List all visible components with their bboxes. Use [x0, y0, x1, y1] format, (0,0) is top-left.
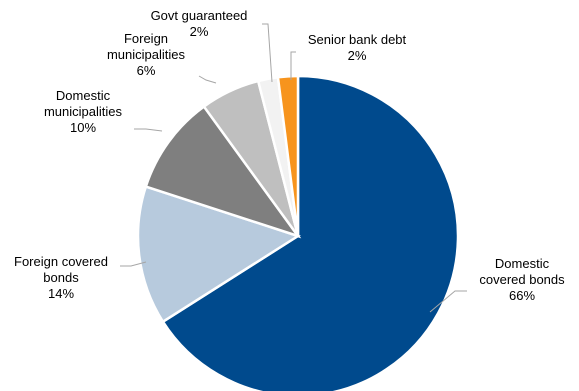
slice-label-line: Domestic	[56, 88, 111, 103]
slice-label-domestic-municipalities: Domestic municipalities 10%	[44, 88, 123, 135]
slice-percent: 6%	[137, 63, 156, 78]
pie-slice-senior-bank-debt	[276, 74, 300, 237]
pie-slice-domestic-covered-bonds	[161, 74, 460, 391]
pie-slices	[136, 74, 460, 391]
slice-label-line: Senior bank debt	[308, 32, 407, 47]
slice-percent: 2%	[348, 48, 367, 63]
slice-label-foreign-covered-bonds: Foreign covered bonds 14%	[14, 254, 108, 301]
pie-slice-domestic-municipalities	[144, 104, 302, 239]
leader-line-govt-guaranteed	[262, 23, 273, 83]
slice-percent: 2%	[190, 24, 209, 39]
slice-label-line: municipalities	[107, 47, 186, 62]
slice-label-domestic-covered-bonds: Domestic covered bonds 66%	[479, 256, 565, 303]
leader-line-domestic-municipalities	[134, 128, 163, 132]
slice-label-line: covered bonds	[479, 272, 565, 287]
leader-line-senior-bank-debt	[290, 51, 296, 80]
slice-labels: Domestic covered bonds 66%Foreign covered b…	[14, 8, 565, 303]
slice-percent: 10%	[70, 120, 96, 135]
leader-line-foreign-covered-bonds	[120, 261, 147, 267]
slice-label-line: Foreign covered	[14, 254, 108, 269]
slice-percent: 66%	[509, 288, 535, 303]
slice-label-foreign-municipalities: Foreign municipalities 6%	[107, 31, 186, 78]
slice-label-line: bonds	[43, 270, 79, 285]
slice-label-line: Govt guaranteed	[151, 8, 248, 23]
slice-label-govt-guaranteed: Govt guaranteed 2%	[151, 8, 248, 39]
pie-slice-foreign-covered-bonds	[136, 184, 301, 324]
slice-percent: 14%	[48, 286, 74, 301]
slice-label-line: Foreign	[124, 31, 168, 46]
leader-line-domestic-covered-bonds	[429, 290, 467, 313]
leader-line-foreign-municipalities	[198, 75, 217, 84]
slice-label-senior-bank-debt: Senior bank debt 2%	[308, 32, 407, 63]
leader-lines	[120, 23, 467, 313]
slice-label-line: Domestic	[495, 256, 550, 271]
slice-label-line: municipalities	[44, 104, 123, 119]
